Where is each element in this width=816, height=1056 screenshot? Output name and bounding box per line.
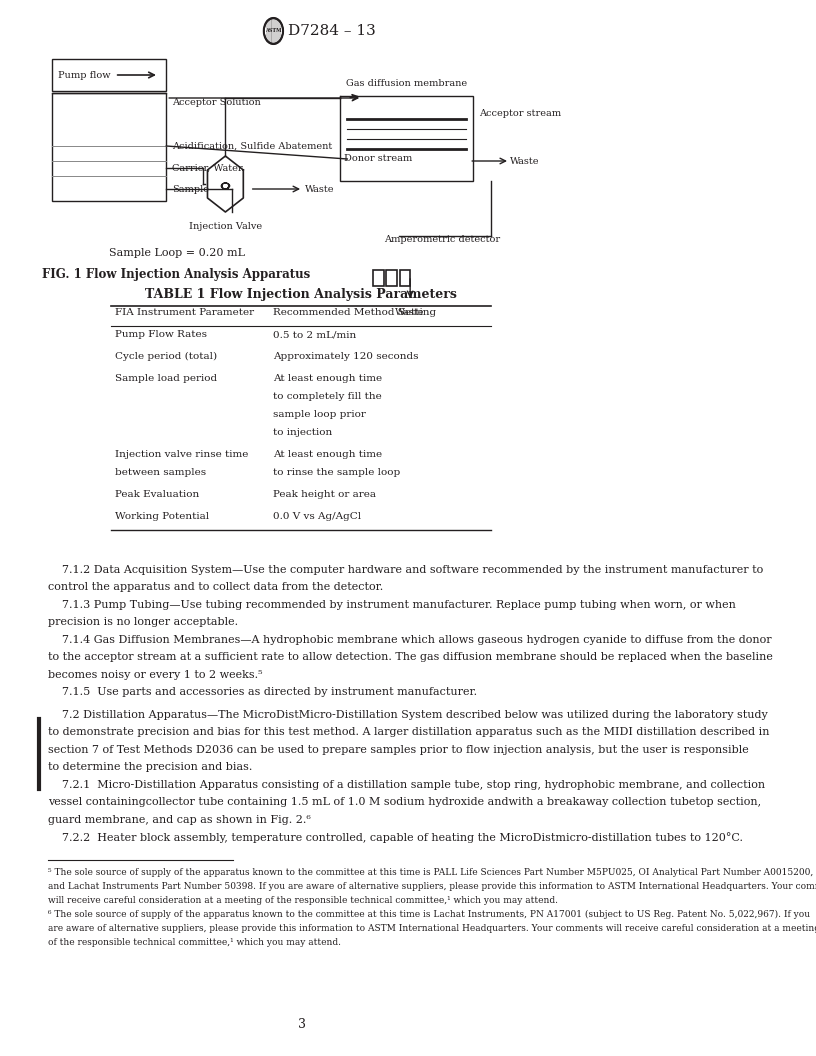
Circle shape bbox=[264, 18, 283, 44]
Text: are aware of alternative suppliers, please provide this information to ASTM Inte: are aware of alternative suppliers, plea… bbox=[48, 924, 816, 934]
Text: sample loop prior: sample loop prior bbox=[273, 410, 366, 419]
Text: Injection valve rinse time: Injection valve rinse time bbox=[114, 450, 248, 459]
Text: to demonstrate precision and bias for this test method. A larger distillation ap: to demonstrate precision and bias for th… bbox=[48, 728, 769, 737]
Bar bbox=[51, 59, 166, 91]
Text: Amperometric detector: Amperometric detector bbox=[384, 235, 500, 244]
Text: Acidification, Sulfide Abatement: Acidification, Sulfide Abatement bbox=[172, 142, 332, 151]
Text: D7284 – 13: D7284 – 13 bbox=[288, 24, 376, 38]
Text: to the acceptor stream at a sufficient rate to allow detection. The gas diffusio: to the acceptor stream at a sufficient r… bbox=[48, 653, 773, 662]
Text: 0.5 to 2 mL/min: 0.5 to 2 mL/min bbox=[273, 329, 357, 339]
Text: 7.1.5  Use parts and accessories as directed by instrument manufacturer.: 7.1.5 Use parts and accessories as direc… bbox=[48, 687, 477, 698]
Text: 7.1.4 Gas Diffusion Membranes—A hydrophobic membrane which allows gaseous hydrog: 7.1.4 Gas Diffusion Membranes—A hydropho… bbox=[48, 635, 772, 645]
Circle shape bbox=[265, 20, 282, 42]
Text: Waste: Waste bbox=[510, 156, 539, 166]
Text: 7.1.2 Data Acquisition System—Use the computer hardware and software recommended: 7.1.2 Data Acquisition System—Use the co… bbox=[48, 565, 763, 576]
Text: vessel containingcollector tube containing 1.5 mL of 1.0 M sodium hydroxide andw: vessel containingcollector tube containi… bbox=[48, 797, 761, 808]
Text: to determine the precision and bias.: to determine the precision and bias. bbox=[48, 762, 252, 773]
Text: Pump flow: Pump flow bbox=[58, 71, 110, 79]
Bar bbox=[400, 270, 410, 286]
Text: Donor stream: Donor stream bbox=[344, 154, 412, 164]
Text: Acceptor stream: Acceptor stream bbox=[479, 110, 561, 118]
Text: guard membrane, and cap as shown in Fig. 2.⁶: guard membrane, and cap as shown in Fig.… bbox=[48, 815, 311, 825]
Bar bbox=[51, 93, 166, 201]
Text: At least enough time: At least enough time bbox=[273, 450, 383, 459]
Text: control the apparatus and to collect data from the detector.: control the apparatus and to collect dat… bbox=[48, 583, 384, 592]
Text: ⁵ The sole source of supply of the apparatus known to the committee at this time: ⁵ The sole source of supply of the appar… bbox=[48, 868, 814, 876]
Bar bbox=[373, 270, 384, 286]
Text: Sample load period: Sample load period bbox=[114, 374, 217, 383]
Text: Waste: Waste bbox=[396, 308, 425, 317]
Text: Peak height or area: Peak height or area bbox=[273, 490, 376, 499]
Text: precision is no longer acceptable.: precision is no longer acceptable. bbox=[48, 618, 238, 627]
Text: Waste: Waste bbox=[304, 185, 334, 193]
Text: Cycle period (total): Cycle period (total) bbox=[114, 352, 217, 361]
Text: and Lachat Instruments Part Number 50398. If you are aware of alternative suppli: and Lachat Instruments Part Number 50398… bbox=[48, 882, 816, 891]
Text: between samples: between samples bbox=[114, 468, 206, 477]
Text: 7.2.2  Heater block assembly, temperature controlled, capable of heating the Mic: 7.2.2 Heater block assembly, temperature… bbox=[48, 832, 743, 844]
Bar bbox=[387, 270, 397, 286]
Text: 7.1.3 Pump Tubing—Use tubing recommended by instrument manufacturer. Replace pum: 7.1.3 Pump Tubing—Use tubing recommended… bbox=[48, 600, 736, 610]
Text: ASTM: ASTM bbox=[265, 29, 282, 34]
Text: Working Potential: Working Potential bbox=[114, 512, 209, 521]
Text: Sample Loop = 0.20 mL: Sample Loop = 0.20 mL bbox=[109, 248, 245, 258]
Text: Peak Evaluation: Peak Evaluation bbox=[114, 490, 199, 499]
Text: will receive careful consideration at a meeting of the responsible technical com: will receive careful consideration at a … bbox=[48, 895, 558, 905]
Text: to completely fill the: to completely fill the bbox=[273, 392, 382, 401]
Text: becomes noisy or every 1 to 2 weeks.⁵: becomes noisy or every 1 to 2 weeks.⁵ bbox=[48, 670, 263, 680]
Text: Acceptor Solution: Acceptor Solution bbox=[172, 98, 261, 107]
Text: to injection: to injection bbox=[273, 428, 333, 437]
Text: TABLE 1 Flow Injection Analysis Parameters: TABLE 1 Flow Injection Analysis Paramete… bbox=[145, 288, 457, 301]
Text: Injection Valve: Injection Valve bbox=[188, 222, 262, 231]
Text: section 7 of Test Methods D2036 can be used to prepare samples prior to flow inj: section 7 of Test Methods D2036 can be u… bbox=[48, 744, 749, 755]
Text: 0.0 V vs Ag/AgCl: 0.0 V vs Ag/AgCl bbox=[273, 512, 361, 521]
Text: 7.2 Distillation Apparatus—The MicroDistMicro-Distillation System described belo: 7.2 Distillation Apparatus—The MicroDist… bbox=[48, 710, 768, 720]
Text: to rinse the sample loop: to rinse the sample loop bbox=[273, 468, 401, 477]
Text: Gas diffusion membrane: Gas diffusion membrane bbox=[346, 79, 467, 88]
Text: Sample: Sample bbox=[172, 185, 209, 193]
Bar bbox=[340, 96, 473, 181]
Text: At least enough time: At least enough time bbox=[273, 374, 383, 383]
Text: of the responsible technical committee,¹ which you may attend.: of the responsible technical committee,¹… bbox=[48, 938, 341, 947]
Text: Pump Flow Rates: Pump Flow Rates bbox=[114, 329, 206, 339]
Text: ⁶ The sole source of supply of the apparatus known to the committee at this time: ⁶ The sole source of supply of the appar… bbox=[48, 910, 810, 919]
Text: Approximately 120 seconds: Approximately 120 seconds bbox=[273, 352, 419, 361]
Text: 3: 3 bbox=[298, 1018, 305, 1031]
Text: Recommended Method Setting: Recommended Method Setting bbox=[273, 308, 437, 317]
Text: FIG. 1 Flow Injection Analysis Apparatus: FIG. 1 Flow Injection Analysis Apparatus bbox=[42, 268, 311, 281]
Text: Carrier, Water: Carrier, Water bbox=[172, 164, 243, 172]
Text: FIA Instrument Parameter: FIA Instrument Parameter bbox=[114, 308, 254, 317]
Text: 7.2.1  Micro-Distillation Apparatus consisting of a distillation sample tube, st: 7.2.1 Micro-Distillation Apparatus consi… bbox=[48, 780, 765, 790]
